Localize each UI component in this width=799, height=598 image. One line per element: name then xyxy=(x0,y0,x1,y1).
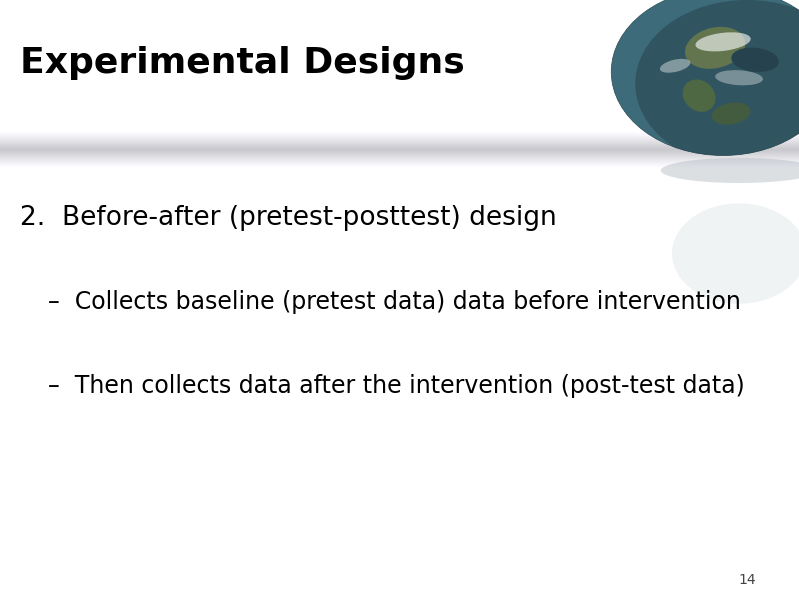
Circle shape xyxy=(611,0,799,155)
Ellipse shape xyxy=(660,59,690,73)
Ellipse shape xyxy=(715,70,763,86)
Circle shape xyxy=(672,203,799,304)
Text: –  Collects baseline (pretest data) data before intervention: – Collects baseline (pretest data) data … xyxy=(48,290,741,314)
Circle shape xyxy=(635,0,799,167)
Text: –  Then collects data after the intervention (post-test data): – Then collects data after the intervent… xyxy=(48,374,745,398)
Text: 2.  Before-after (pretest-posttest) design: 2. Before-after (pretest-posttest) desig… xyxy=(20,205,557,231)
Ellipse shape xyxy=(695,32,751,51)
Ellipse shape xyxy=(712,102,750,125)
Text: 14: 14 xyxy=(738,573,756,587)
Text: Experimental Designs: Experimental Designs xyxy=(20,46,465,80)
Ellipse shape xyxy=(685,27,745,69)
Ellipse shape xyxy=(661,158,799,183)
Ellipse shape xyxy=(731,48,779,72)
Ellipse shape xyxy=(682,80,716,112)
